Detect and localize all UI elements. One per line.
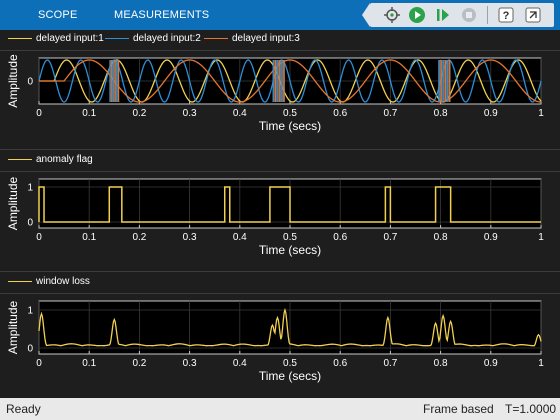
legend-label: delayed input:3 [232, 33, 300, 44]
separator [0, 50, 560, 51]
x-tick-label: 0.2 [132, 358, 146, 369]
plot1-legend: delayed input:1 delayed input:2 delayed … [0, 31, 560, 47]
legend-item[interactable]: delayed input:1 [8, 31, 104, 47]
separator [0, 293, 560, 294]
x-tick-label: 0.4 [233, 108, 247, 119]
legend-item[interactable]: delayed input:2 [105, 31, 201, 47]
x-tick-label: 1 [538, 232, 544, 243]
plot3-legend: window loss [0, 274, 560, 290]
x-tick-label: 1 [538, 358, 544, 369]
y-tick-label: 1 [27, 306, 33, 317]
x-tick-label: 0 [36, 232, 42, 243]
x-tick-label: 0.4 [233, 358, 247, 369]
x-tick-label: 0.5 [283, 358, 297, 369]
y-axis-label: Amplitude [6, 301, 20, 355]
x-tick-label: 0.6 [333, 108, 347, 119]
x-tick-label: 0.3 [183, 108, 197, 119]
x-tick-label: 0.9 [484, 108, 498, 119]
step-forward-icon[interactable] [432, 4, 454, 26]
x-tick-label: 0.8 [434, 232, 448, 243]
mode-text: Frame based [423, 402, 494, 416]
x-tick-label: 0.1 [82, 358, 96, 369]
y-tick-label: 0 [27, 218, 33, 229]
svg-text:?: ? [503, 10, 510, 22]
legend-label: window loss [36, 276, 90, 287]
legend-item[interactable]: window loss [8, 274, 90, 290]
legend-item[interactable]: anomaly flag [8, 152, 93, 168]
anomaly-region [272, 60, 285, 102]
series-line [39, 59, 542, 103]
x-tick-label: 0.8 [434, 108, 448, 119]
x-tick-label: 0.1 [82, 232, 96, 243]
x-tick-label: 0.7 [383, 358, 397, 369]
help-icon[interactable]: ? [495, 4, 517, 26]
plot-delayed-inputs[interactable]: 0 0.1 0.2 0.3 0.4 0.5 0.6 0.7 0.8 0.9 1 0 Time (secs… [0, 52, 560, 148]
x-tick-label: 0.3 [183, 232, 197, 243]
x-tick-label: 0.7 [383, 108, 397, 119]
plot-anomaly-flag[interactable]: 0 0.1 0.2 0.3 0.4 0.5 0.6 0.7 0.8 0.9 1 1 0 Time (sec… [0, 173, 560, 269]
toolbar-divider [487, 6, 488, 24]
x-tick-label: 0 [36, 108, 42, 119]
x-tick-label: 0 [36, 358, 42, 369]
run-icon[interactable] [406, 4, 428, 26]
legend-line [8, 280, 32, 282]
y-axis-label: Amplitude [6, 177, 20, 231]
legend-label: anomaly flag [36, 154, 93, 165]
x-axis-label: Time (secs) [259, 119, 321, 133]
anomaly-region [438, 60, 451, 102]
x-tick-label: 0.4 [233, 232, 247, 243]
x-tick-label: 0.8 [434, 358, 448, 369]
x-tick-label: 0.2 [132, 232, 146, 243]
series-line [38, 59, 542, 103]
x-tick-label: 0.7 [383, 232, 397, 243]
x-axis-label: Time (secs) [259, 243, 321, 257]
legend-line [8, 158, 32, 160]
series-line [38, 186, 541, 223]
data-cursor-icon[interactable] [381, 4, 403, 26]
x-tick-label: 0.6 [333, 232, 347, 243]
x-tick-label: 0.2 [132, 108, 146, 119]
separator [0, 149, 560, 150]
legend-label: delayed input:1 [36, 33, 104, 44]
status-text: Ready [6, 402, 41, 416]
stop-icon[interactable] [458, 4, 480, 26]
toolbar-edge [362, 3, 370, 27]
x-tick-label: 0.3 [183, 358, 197, 369]
separator [0, 171, 560, 172]
x-tick-label: 0.5 [283, 108, 297, 119]
tab-scope[interactable]: SCOPE [38, 9, 78, 21]
anomaly-region [109, 60, 120, 102]
x-tick-label: 1 [538, 108, 544, 119]
scope-toolbar: SCOPE MEASUREMENTS ? [0, 0, 560, 30]
time-readout: T=1.0000 [505, 402, 557, 416]
y-tick-label: 0 [27, 344, 33, 355]
expand-icon[interactable] [522, 4, 544, 26]
legend-item[interactable]: delayed input:3 [204, 31, 300, 47]
y-tick-label: 1 [27, 183, 33, 194]
x-tick-label: 0.9 [484, 358, 498, 369]
x-axis-label: Time (secs) [259, 369, 321, 383]
tab-measurements[interactable]: MEASUREMENTS [114, 9, 210, 21]
x-tick-label: 0.9 [484, 232, 498, 243]
legend-line [8, 37, 32, 39]
separator [0, 271, 560, 272]
x-tick-label: 0.1 [82, 108, 96, 119]
legend-line [204, 37, 228, 39]
y-axis-label: Amplitude [6, 54, 20, 108]
y-tick-label: 0 [27, 77, 33, 88]
x-tick-label: 0.5 [283, 232, 297, 243]
plot-window-loss[interactable]: 0 0.1 0.2 0.3 0.4 0.5 0.6 0.7 0.8 0.9 1 1 0 Time (sec… [0, 295, 560, 395]
status-bar: Ready Frame based T=1.0000 [0, 398, 560, 420]
plot2-legend: anomaly flag [0, 152, 560, 168]
series-line [39, 59, 542, 103]
series-line [38, 307, 542, 347]
legend-label: delayed input:2 [133, 33, 201, 44]
x-tick-label: 0.6 [333, 358, 347, 369]
legend-line [105, 37, 129, 39]
